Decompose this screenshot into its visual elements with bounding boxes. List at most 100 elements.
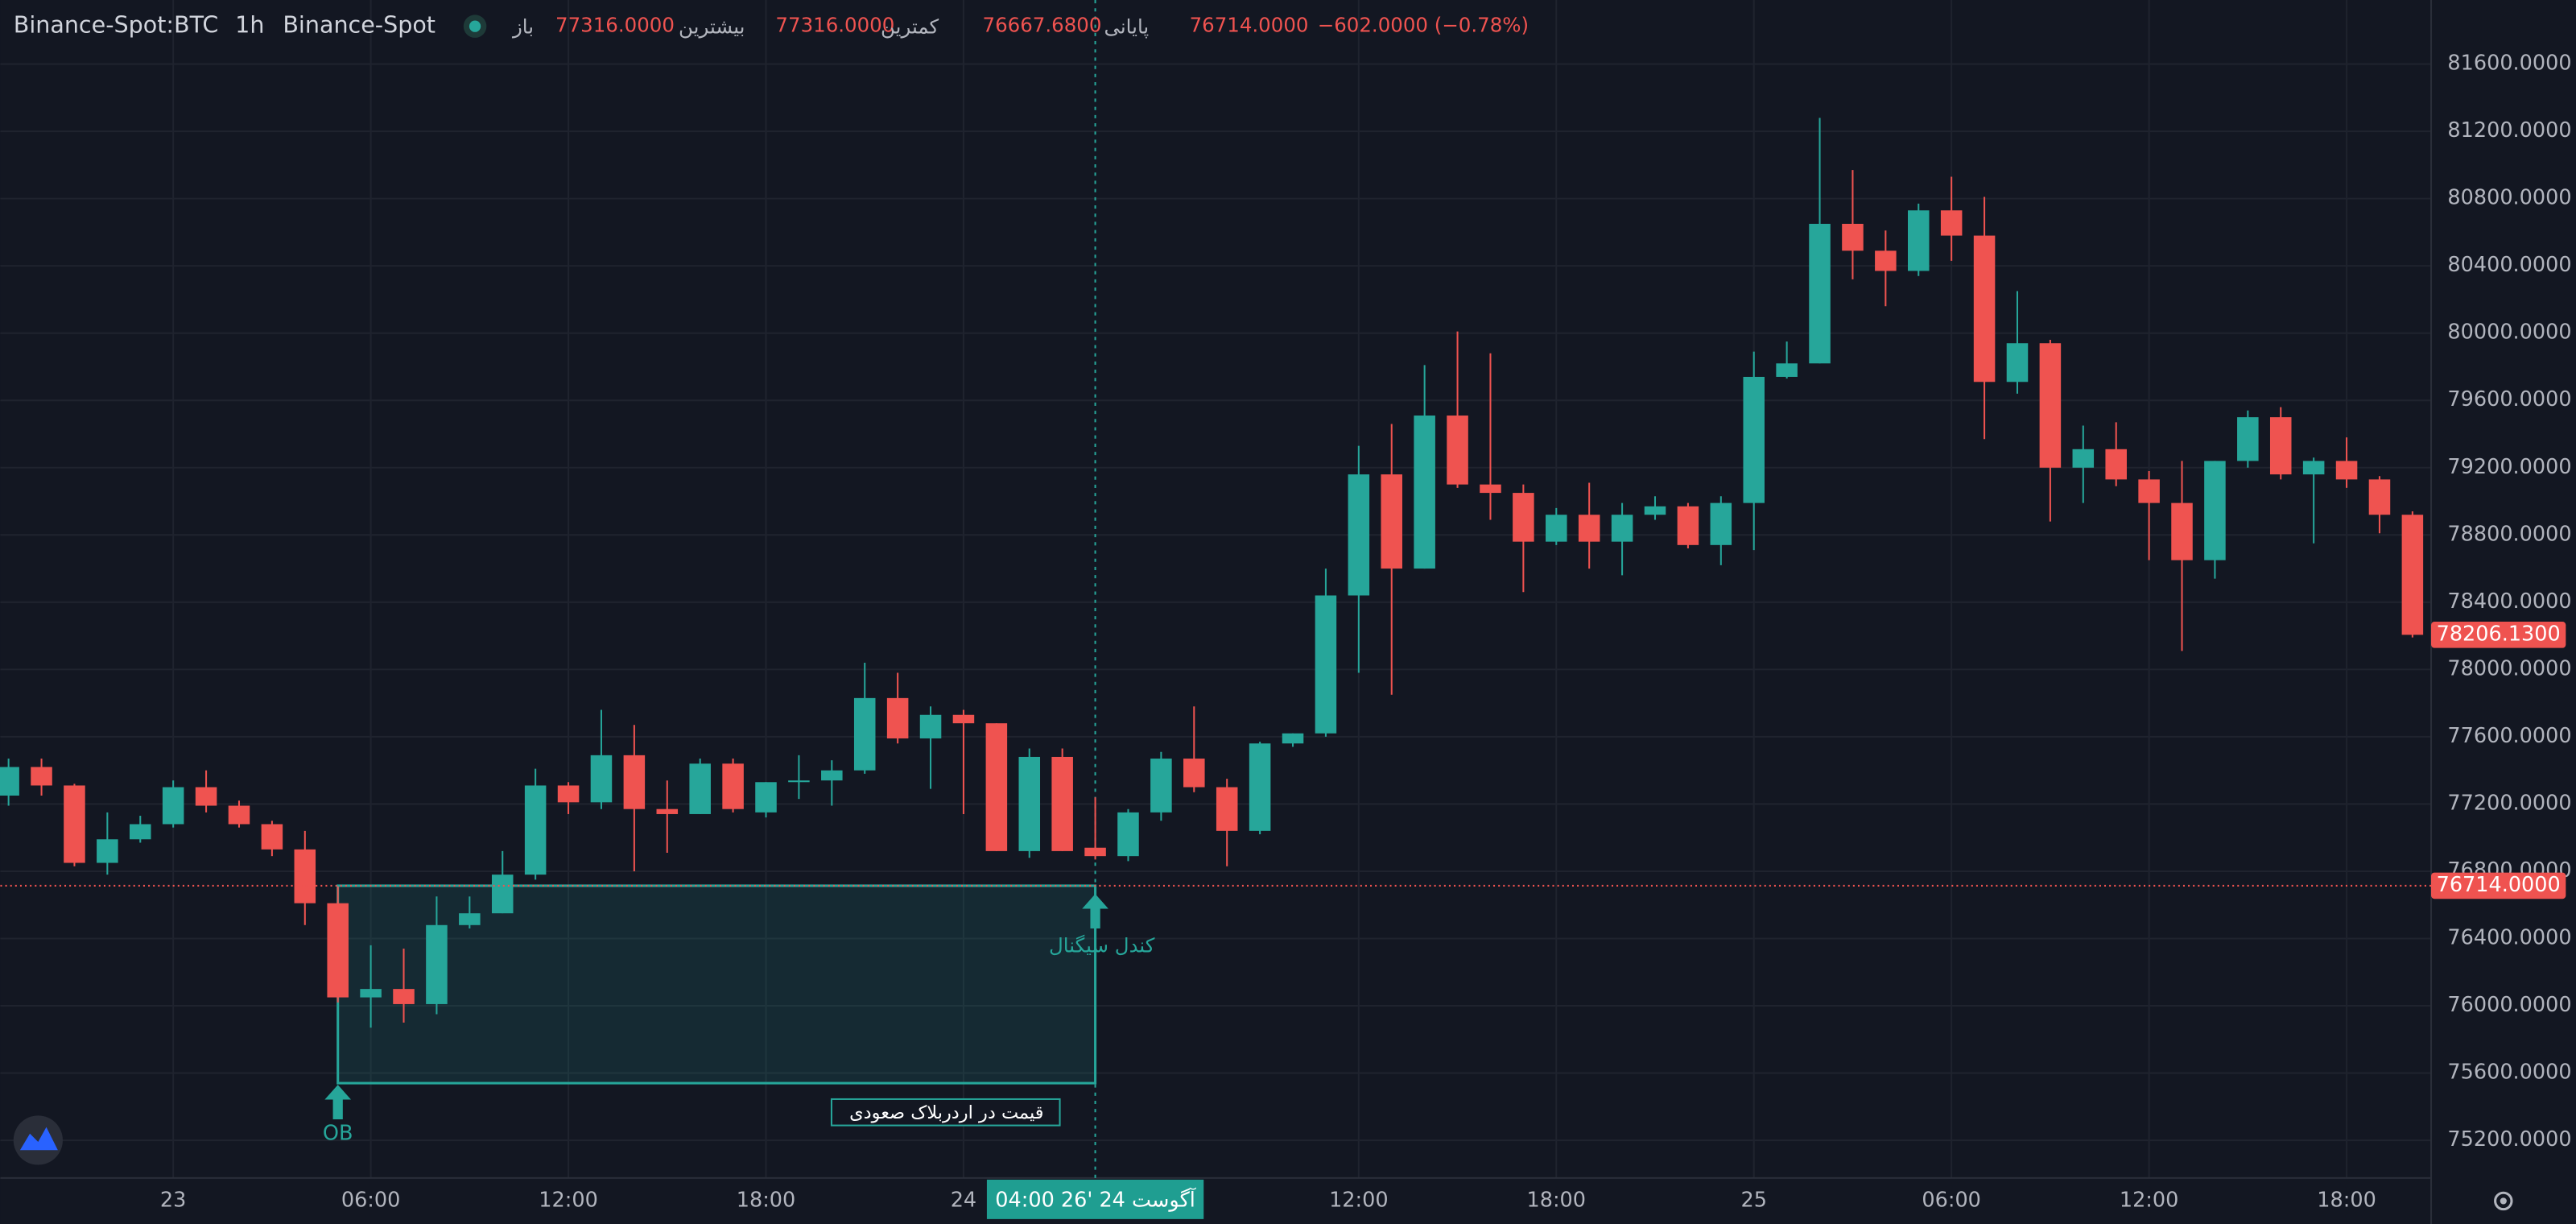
candle-body (919, 714, 942, 738)
candle-body (1743, 376, 1765, 503)
x-tick-label: 23 (160, 1188, 186, 1212)
logo-circle (13, 1115, 63, 1165)
candle-body (426, 924, 448, 1004)
ohlc-label: باز (511, 15, 534, 39)
plot: OB کندل سیگنال قیمت در اردربلاک صعودی (0, 0, 2432, 1178)
candle-body (393, 989, 415, 1004)
y-tick-label: 75600.0000 (2447, 1061, 2571, 1085)
candle-body (64, 785, 85, 863)
candle-body (755, 782, 777, 813)
y-tick-label: 77200.0000 (2447, 791, 2571, 815)
candle-body (952, 714, 975, 724)
candle-body (1513, 493, 1534, 542)
header: Binance-Spot:BTC 1h Binance-Spot باز 773… (14, 11, 1529, 39)
candle-body (360, 989, 382, 998)
ohlc-label: کمترین (881, 15, 939, 39)
candle-body (886, 697, 909, 738)
arrow-up (324, 1085, 352, 1119)
grid (0, 0, 2432, 1178)
candle-body (2204, 461, 2226, 560)
y-tick-label: 79200.0000 (2447, 455, 2571, 479)
logo-shape (19, 1127, 58, 1151)
candle-body (1315, 595, 1337, 734)
x-tick-label: 24 (951, 1188, 976, 1212)
candle-body (491, 875, 514, 914)
logo (13, 1115, 63, 1165)
candle-body (1117, 812, 1139, 857)
price-tag (2431, 621, 2566, 648)
candle-body (2138, 479, 2160, 503)
x-tick-label: 12:00 (539, 1188, 598, 1212)
order-block-zone (336, 884, 1097, 1085)
y-tick-label: 81200.0000 (2447, 118, 2571, 143)
settings-icon-center[interactable] (2500, 1197, 2507, 1205)
y-tick-label: 76000.0000 (2447, 993, 2571, 1017)
candle-body (129, 824, 151, 840)
candle-body (985, 723, 1008, 851)
y-tick-label: 75200.0000 (2447, 1127, 2571, 1152)
candle-body (1809, 223, 1831, 364)
candle-body (2006, 343, 2029, 382)
ohlc-value: 77316.0000 (555, 14, 675, 37)
price-tag-label: 76714.0000 (2437, 873, 2561, 897)
y-tick-label: 81600.0000 (2447, 52, 2571, 76)
x-tick-label: 18:00 (737, 1188, 796, 1212)
candle-body (853, 697, 876, 771)
settings-icon[interactable] (2494, 1191, 2513, 1211)
ohlc-label: بیشترین (679, 15, 745, 39)
candle-body (97, 839, 118, 863)
candle-body (2072, 449, 2095, 468)
candle-body (261, 824, 283, 850)
candle-body (162, 787, 184, 825)
y-tick-label: 78400.0000 (2447, 589, 2571, 614)
symbol: Binance-Spot:BTC (14, 11, 219, 39)
y-tick-label: 76400.0000 (2447, 925, 2571, 949)
x-tick-label: 25 (1740, 1188, 1766, 1212)
candle-body (1644, 506, 1666, 515)
settings-button[interactable] (2494, 1191, 2513, 1211)
crosshair-time-label: 04:00 26' آگوست 24 (995, 1187, 1196, 1212)
y-tick-label: 78800.0000 (2447, 522, 2571, 546)
price-tag (2431, 872, 2566, 899)
candle-body (31, 767, 52, 786)
candle-body (228, 805, 250, 825)
candle-body (2368, 479, 2391, 515)
candle-body (2171, 502, 2193, 560)
interval: 1h (235, 11, 264, 39)
candle-body (2335, 461, 2358, 480)
candle-body (1414, 416, 1435, 569)
candle-body (459, 913, 481, 925)
ohlc-label: پایانی (1104, 15, 1149, 39)
y-tick-label: 80400.0000 (2447, 253, 2571, 277)
candle-body (1907, 210, 1930, 271)
candle-body (1150, 759, 1172, 813)
candle-body (2401, 515, 2424, 635)
candle-body (1216, 787, 1238, 831)
candle-body (656, 808, 679, 814)
candle-body (2105, 449, 2127, 480)
candle-body (2039, 343, 2062, 468)
x-tick-label: 18:00 (2317, 1188, 2376, 1212)
candle-body (1348, 474, 1370, 596)
y-tick-label: 80000.0000 (2447, 320, 2571, 345)
candle-body (1084, 847, 1106, 857)
x-tick-label: 18:00 (1527, 1188, 1587, 1212)
candle-body (1249, 743, 1271, 831)
candle-body (1381, 474, 1403, 569)
exchange: Binance-Spot (283, 11, 436, 39)
x-tick-label: 06:00 (1922, 1188, 1981, 1212)
candle-body (1842, 223, 1864, 251)
ohlc-value: 76714.0000 (1190, 14, 1309, 37)
candle-body (524, 785, 547, 875)
candle-body (1480, 484, 1501, 494)
candle-body (1183, 759, 1205, 788)
candle-body (689, 763, 711, 814)
x-tick-label: 06:00 (341, 1188, 401, 1212)
candle-body (722, 763, 744, 809)
x-tick-label: 12:00 (2120, 1188, 2179, 1212)
annotation: کندل سیگنال (1049, 933, 1155, 957)
candle-body (2269, 417, 2292, 475)
